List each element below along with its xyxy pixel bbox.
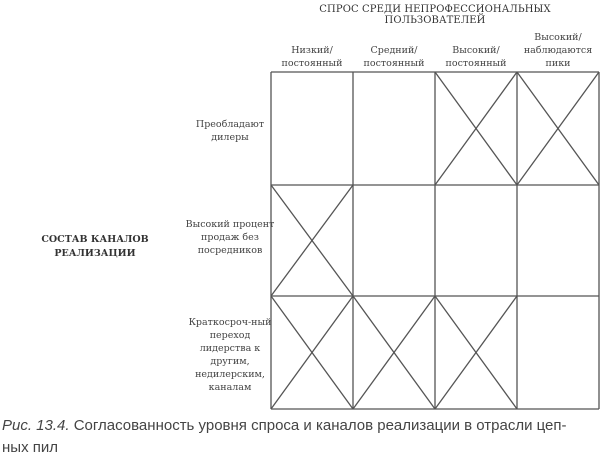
figure-caption: Рис. 13.4. Согласованность уровня спроса…	[2, 415, 592, 459]
column-header: Высокий/ наблюдаются пики	[523, 32, 593, 69]
cell-cross-mark	[270, 184, 354, 297]
caption-label: Рис. 13.4.	[2, 417, 70, 434]
column-header: Средний/ постоянный	[363, 45, 425, 69]
caption-text: Согласованность уровня спроса и каналов …	[2, 417, 567, 456]
cell-cross-mark	[434, 71, 518, 186]
column-header: Высокий/ постоянный	[445, 45, 507, 69]
cell-cross-mark	[516, 71, 600, 186]
cell-cross-mark	[352, 295, 436, 410]
column-group-title: СПРОС СРЕДИ НЕПРОФЕССИОНАЛЬНЫХ ПОЛЬЗОВАТ…	[319, 4, 551, 26]
cell-cross-mark	[434, 295, 518, 410]
row-header: Преобладают дилеры	[195, 119, 265, 143]
row-group-title: СОСТАВ КАНАЛОВ РЕАЛИЗАЦИИ	[41, 234, 149, 259]
row-header: Краткосроч-ный переход лидерства к други…	[188, 317, 272, 393]
row-header: Высокий процент продаж без посредников	[185, 219, 275, 256]
column-header: Низкий/ постоянный	[281, 45, 343, 69]
cell-cross-mark	[270, 295, 354, 410]
